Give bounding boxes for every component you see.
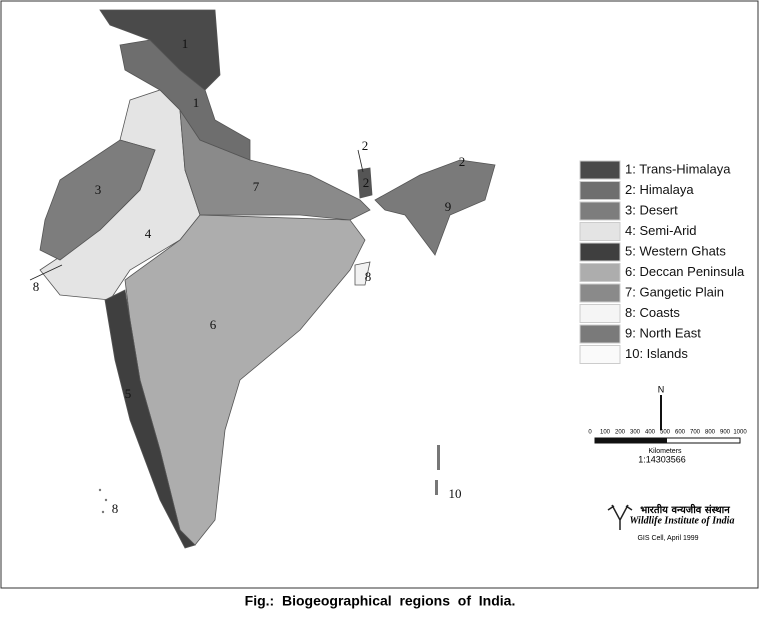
frame: [0, 0, 759, 589]
region-label: 7: [253, 179, 260, 194]
scale-label: 500: [660, 430, 671, 436]
legend-swatch: [579, 263, 621, 282]
region-deccan: [124, 214, 366, 546]
scale-label: 400: [645, 430, 656, 436]
region-label: 10: [449, 486, 462, 501]
legend-swatch: [579, 201, 621, 221]
legend-swatch: [579, 283, 621, 303]
region-coast-east: [354, 261, 371, 286]
leader-line: [357, 149, 364, 173]
legend-label: 5: Western Ghats: [625, 243, 726, 258]
legend-label: 2: Himalaya: [625, 182, 694, 197]
region-sikkim: [357, 167, 373, 199]
region-label: 5: [125, 386, 132, 401]
credit: GIS Cell, April 1999: [637, 535, 698, 542]
legend-label: 7: Gangetic Plain: [625, 284, 724, 299]
legend-label: 3: Desert: [625, 202, 678, 217]
legend-swatch: [579, 324, 621, 344]
region-trans-himalaya: [99, 9, 221, 91]
leader-line: [29, 264, 63, 281]
scale-label: 600: [675, 430, 686, 436]
islands: [98, 445, 440, 514]
region-label: 2: [362, 138, 369, 153]
region-label: 8: [33, 279, 40, 294]
legend-label: 9: North East: [625, 325, 701, 340]
legend-swatch: [579, 222, 621, 241]
legend-label: 8: Coasts: [625, 305, 680, 320]
legend-swatch: [579, 181, 621, 200]
scale-label: 900: [720, 430, 731, 436]
legend-label: 6: Deccan Peninsula: [625, 264, 745, 279]
scale-label: 300: [630, 430, 641, 436]
scale-label: 100: [600, 430, 611, 436]
region-label: 1: [193, 95, 200, 110]
scale-label: 800: [705, 430, 716, 436]
logo: [607, 504, 633, 530]
institute: Wildlife Institute of India: [630, 515, 735, 526]
legend-swatch: [579, 242, 621, 262]
region-north-east: [374, 159, 496, 256]
legend-label: 4: Semi-Arid: [625, 223, 697, 238]
legend-swatch: [579, 345, 621, 364]
legend-swatch: [579, 160, 621, 180]
scale-label: 1000: [733, 430, 747, 436]
legend: 1: Trans-Himalaya 2: Himalaya 3: Desert 4: …: [579, 160, 745, 364]
region-label: 2: [363, 175, 370, 190]
scale-label: 200: [615, 430, 626, 436]
region-western-ghats: [104, 289, 196, 549]
region-label: 8: [365, 269, 372, 284]
north-label: N: [658, 384, 665, 394]
map: [29, 9, 496, 549]
scale-label: 0: [588, 430, 592, 436]
legend-swatch: [579, 304, 621, 323]
scale-bar: [594, 395, 741, 444]
scale-label: 700: [690, 430, 701, 436]
scale-fill: [595, 438, 667, 443]
region-desert: [39, 139, 156, 261]
region-label: 4: [145, 226, 152, 241]
region-label: 1: [182, 36, 189, 51]
region-label: 9: [445, 199, 452, 214]
region-label: 6: [210, 317, 217, 332]
legend-label: 10: Islands: [625, 346, 688, 361]
region-label: 8: [112, 501, 119, 516]
scale-ratio: 1:14303566: [638, 454, 686, 464]
region-label: 2: [459, 154, 466, 169]
legend-label: 1: Trans-Himalaya: [625, 161, 731, 176]
region-label: 3: [95, 182, 102, 197]
caption: Fig.: Biogeographical regions of India.: [245, 593, 516, 609]
scale-unit: Kilometers: [648, 448, 682, 455]
institute-hindi: भारतीय वन्यजीव संस्थान: [640, 503, 730, 516]
